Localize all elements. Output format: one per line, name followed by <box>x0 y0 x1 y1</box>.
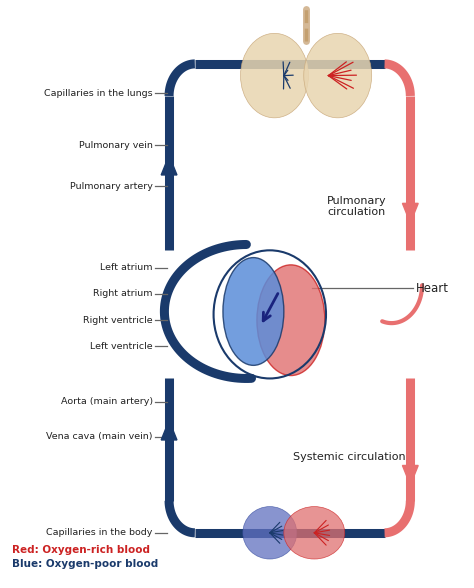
Ellipse shape <box>284 507 345 559</box>
Text: Blue: Oxygen-poor blood: Blue: Oxygen-poor blood <box>12 559 158 569</box>
Text: Right ventricle: Right ventricle <box>83 316 153 325</box>
Text: Aorta (main artery): Aorta (main artery) <box>61 397 153 406</box>
Polygon shape <box>161 420 177 440</box>
Polygon shape <box>402 466 418 485</box>
Text: Pulmonary vein: Pulmonary vein <box>79 141 153 150</box>
Ellipse shape <box>257 265 325 376</box>
Polygon shape <box>161 155 177 175</box>
Text: Left atrium: Left atrium <box>100 263 153 272</box>
Text: Pulmonary
circulation: Pulmonary circulation <box>327 196 386 218</box>
Polygon shape <box>402 203 418 223</box>
Text: Capillaries in the lungs: Capillaries in the lungs <box>44 89 153 98</box>
Text: Systemic circulation: Systemic circulation <box>293 452 406 462</box>
Ellipse shape <box>304 34 372 118</box>
Text: Pulmonary artery: Pulmonary artery <box>70 182 153 191</box>
Text: Red: Oxygen-rich blood: Red: Oxygen-rich blood <box>12 545 150 555</box>
Text: Heart: Heart <box>416 282 449 295</box>
Ellipse shape <box>243 507 297 559</box>
Text: Left ventricle: Left ventricle <box>90 342 153 351</box>
Ellipse shape <box>223 258 284 365</box>
Text: Vena cava (main vein): Vena cava (main vein) <box>46 432 153 441</box>
Text: Capillaries in the body: Capillaries in the body <box>46 528 153 537</box>
Ellipse shape <box>240 34 309 118</box>
Text: Right atrium: Right atrium <box>93 289 153 299</box>
